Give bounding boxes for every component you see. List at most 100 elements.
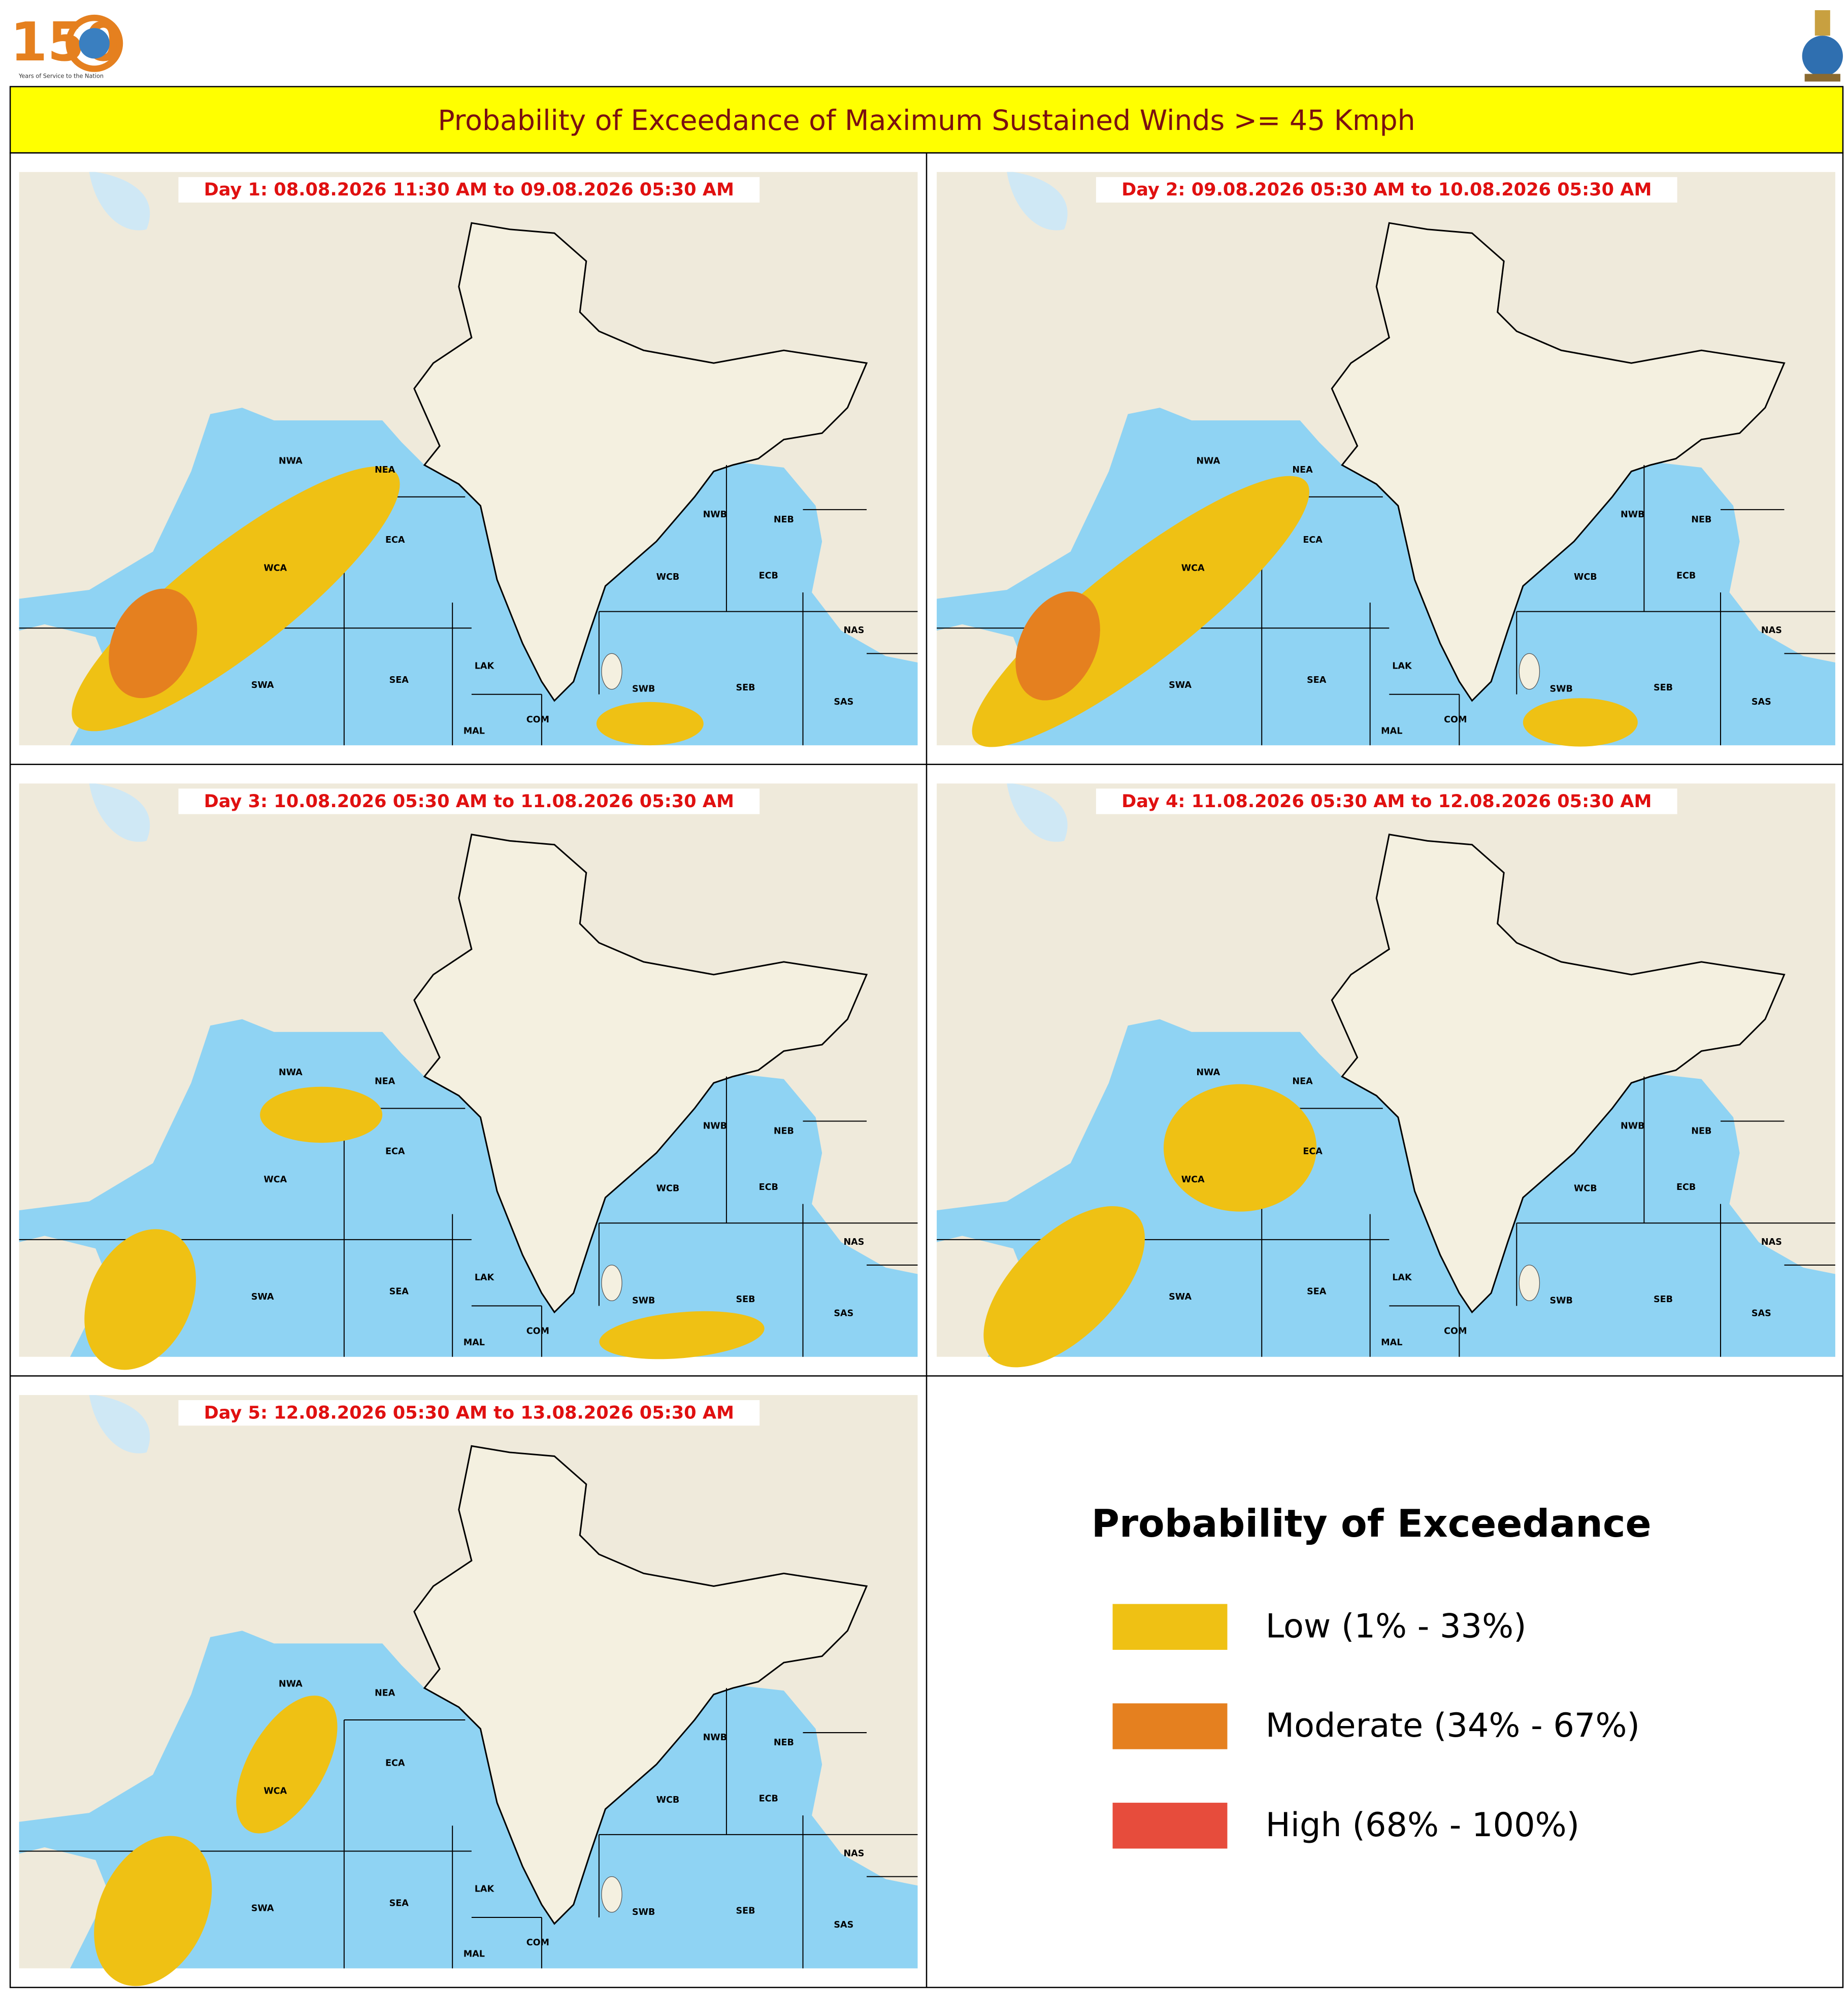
region-label: COM [526,715,549,725]
region-label: NEB [1691,515,1711,525]
region-label: COM [526,1938,549,1948]
region-label: NEB [774,1126,794,1137]
day-label: Day 3: 10.08.2026 05:30 AM to 11.08.2026… [204,791,734,812]
region-label: SEA [389,675,409,685]
map-panel: NWA NEA ECA WCA SWA SEA LAK MAL COM NWB NEB WCB ECB S… [19,172,918,746]
sea [19,408,918,746]
sri-lanka [1519,1265,1540,1301]
day-label-bg [1096,788,1677,814]
region-label: WCB [656,1183,680,1193]
emblem-top [1814,10,1830,36]
region-label: ECA [385,1758,405,1768]
sri-lanka [601,1876,622,1913]
region-label: SEA [1307,675,1327,685]
map-panel: NWA NEA ECA WCA SWA SEA LAK MAL COM NWB NEB WCB ECB S… [19,1395,918,1986]
india-outline [413,834,868,1314]
region-label: NWA [279,1068,303,1078]
day-label: Day 4: 11.08.2026 05:30 AM to 12.08.2026… [1121,791,1652,812]
sri-lanka [601,1265,622,1301]
probability-area [1163,1084,1317,1212]
region-label: ECA [1303,1147,1323,1157]
emblem-globe [1802,36,1843,77]
map-panel: NWA NEA ECA WCA SWA SEA LAK MAL COM NWB NEB WCB ECB S… [937,172,1835,747]
region-label: NAS [1761,1237,1782,1247]
probability-area [1523,698,1638,747]
region-label: MAL [1381,726,1402,737]
day-label-bg [178,1400,760,1426]
region-label: NEB [1691,1126,1711,1137]
probability-area [260,1086,383,1143]
region-label: SEA [1307,1287,1327,1297]
region-label: SWB [632,684,655,694]
region-label: NEA [375,465,395,475]
region-label: ECA [1303,535,1323,545]
region-label: NWA [279,456,303,466]
region-label: SWA [251,680,274,690]
region-label: WCA [1181,563,1205,573]
region-label: COM [526,1326,549,1337]
legend-label: Moderate (34% - 67%) [1266,1706,1640,1745]
sea [19,1631,918,1969]
probability-area [983,1206,1145,1368]
region-label: NWA [1196,456,1220,466]
region-label: SAS [834,697,853,707]
sea [937,408,1835,746]
region-label: ECB [759,1182,778,1192]
day-label-bg [1096,177,1677,203]
day-label: Day 5: 12.08.2026 05:30 AM to 13.08.2026… [204,1402,734,1423]
region-label: ECB [1676,571,1696,581]
india-outline [413,222,868,702]
region-label: MAL [464,1949,485,1960]
caspian [1007,172,1068,230]
probability-area [84,1229,196,1370]
region-label: ECA [385,1147,405,1157]
day-label-bg [178,788,760,814]
region-label: NWB [1621,510,1644,520]
region-label: NWB [703,1121,727,1131]
india-outline [413,1445,868,1925]
region-label: NWB [703,510,727,520]
region-label: SAS [1752,697,1771,707]
region-label: NEB [774,515,794,525]
region-label: SWA [1169,680,1192,690]
region-label: NWA [1196,1068,1220,1078]
region-label: WCA [263,1175,287,1185]
region-label: WCA [263,1786,287,1797]
sea [19,1019,918,1357]
logo: 150 Years of Service to the Nation [10,11,123,80]
region-label: NAS [843,1237,864,1247]
sri-lanka [601,653,622,690]
region-label: WCA [263,563,287,573]
legend-swatch [1112,1703,1228,1749]
caspian [1007,783,1068,842]
logo-globe [79,28,110,59]
map-panel: NWA NEA ECA WCA SWA SEA LAK MAL COM NWB NEB WCB ECB S… [19,783,918,1370]
legend-label: Low (1% - 33%) [1266,1607,1527,1645]
probability-area [1015,591,1100,701]
region-label: NAS [843,1848,864,1859]
region-label: NAS [1761,625,1782,636]
legend: Probability of Exceedance Low (1% - 33%)… [1092,1501,1652,1849]
region-label: SEB [736,683,755,693]
region-label: SWB [1549,1296,1572,1306]
logo-caption: Years of Service to the Nation [18,73,104,80]
probability-area [599,1311,765,1359]
legend-swatch [1112,1604,1228,1650]
day-label-bg [178,177,760,203]
india-outline [1331,834,1786,1314]
region-label: SWB [632,1296,655,1306]
region-label: MAL [464,1338,485,1348]
title-bar [9,86,1844,154]
region-label: SAS [834,1920,853,1930]
region-label: SAS [834,1308,853,1318]
region-label: ECB [759,571,778,581]
emblem-base [1804,74,1840,82]
region-label: SEB [1654,683,1673,693]
day-label: Day 2: 09.08.2026 05:30 AM to 10.08.2026… [1121,179,1652,200]
region-label: SWA [251,1292,274,1302]
region-label: ECA [385,535,405,545]
region-label: NWB [1621,1121,1644,1131]
region-label: NEA [1292,465,1313,475]
region-label: LAK [475,661,495,672]
